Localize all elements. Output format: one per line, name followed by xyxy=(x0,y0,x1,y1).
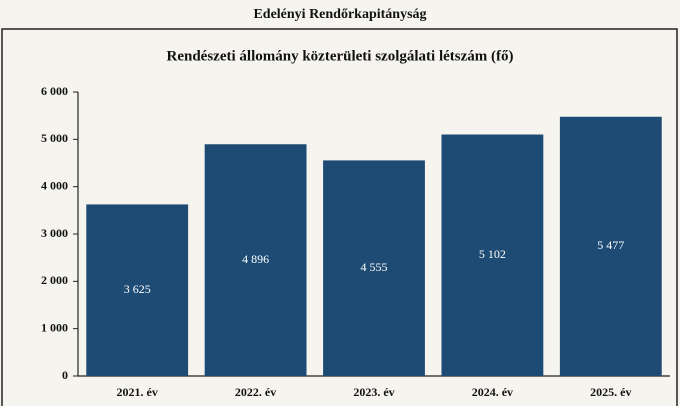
bar xyxy=(86,204,189,376)
y-tick-label: 1 000 xyxy=(41,320,68,334)
x-tick-label: 2025. év xyxy=(590,385,631,399)
chart-title: Rendészeti állomány közterületi szolgála… xyxy=(167,48,514,64)
value-label: 4 896 xyxy=(242,252,269,266)
y-tick-label: 6 000 xyxy=(41,84,68,98)
x-tick-label: 2023. év xyxy=(353,385,394,399)
y-tick-label: 2 000 xyxy=(41,273,68,287)
x-tick-label: 2022. év xyxy=(235,385,276,399)
value-label: 3 625 xyxy=(124,282,151,296)
bar xyxy=(441,134,544,376)
x-tick-label: 2021. év xyxy=(117,385,158,399)
y-tick-label: 0 xyxy=(62,368,68,382)
y-tick-label: 4 000 xyxy=(41,178,68,192)
value-label: 4 555 xyxy=(361,260,388,274)
bar xyxy=(559,116,662,376)
y-tick-label: 5 000 xyxy=(41,131,68,145)
x-tick-label: 2024. év xyxy=(472,385,513,399)
y-tick-label: 3 000 xyxy=(41,226,68,240)
bar xyxy=(204,144,307,376)
value-label: 5 477 xyxy=(597,238,624,252)
chart-frame xyxy=(1,28,678,406)
bar xyxy=(323,160,425,376)
value-label: 5 102 xyxy=(479,247,506,261)
page-header: Edelényi Rendőrkapitányság xyxy=(253,7,426,22)
